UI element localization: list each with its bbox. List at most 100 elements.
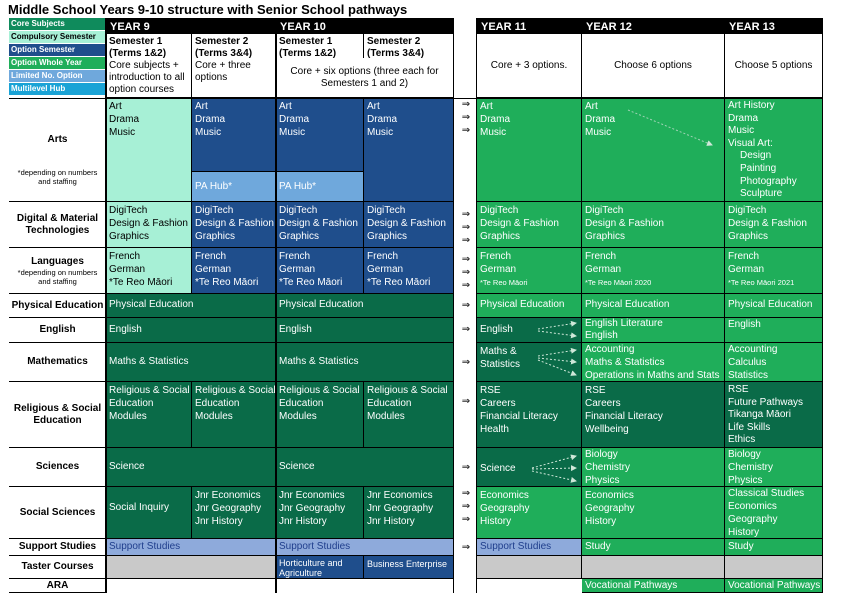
y11-maths: Maths & Statistics bbox=[477, 343, 582, 382]
legend-limited: Limited No. Option bbox=[9, 70, 106, 82]
divider-y11 bbox=[476, 18, 477, 593]
y10-s2-header: Semester 2 (Terms 3&4) bbox=[364, 34, 454, 59]
arrows-lang: ⇒ ⇒ ⇒ bbox=[461, 254, 471, 291]
y12-social: Economics Geography History bbox=[582, 487, 725, 539]
arrow-sci-chem bbox=[531, 465, 577, 472]
y13-science: Biology Chemistry Physics bbox=[725, 448, 823, 487]
y10s1-social: Jnr Economics Jnr Geography Jnr History bbox=[276, 487, 364, 539]
y9s2-lang: French German *Te Reo Māori bbox=[192, 248, 276, 294]
y10s1-lang: French German *Te Reo Māori bbox=[276, 248, 364, 294]
arrow-english: ⇒ bbox=[461, 324, 471, 335]
row-rse: Religious & Social Education bbox=[9, 382, 106, 448]
y10-science: Science bbox=[276, 448, 454, 487]
arrow-sci-bio bbox=[531, 454, 577, 469]
y12-arts: Art Drama Music bbox=[582, 98, 725, 202]
y13-study: Study bbox=[725, 539, 823, 556]
arrows-arts: ⇒ ⇒ ⇒ bbox=[461, 99, 471, 136]
row-support: Support Studies bbox=[9, 539, 106, 556]
arrow-pe: ⇒ bbox=[461, 300, 471, 311]
y12-science: Biology Chemistry Physics bbox=[582, 448, 725, 487]
y10s2-biz: Business Enterprise bbox=[364, 556, 454, 579]
row-social: Social Sciences bbox=[9, 487, 106, 539]
arrow-science: ⇒ bbox=[461, 462, 471, 473]
y9s1-arts: Art Drama Music bbox=[106, 98, 192, 202]
y12-pe: Physical Education bbox=[582, 294, 725, 318]
y11-arts: Art Drama Music bbox=[477, 98, 582, 202]
y10s1-rse: Religious & Social Education Modules bbox=[276, 382, 364, 448]
y10s2-dmt: DigiTech Design & Fashion Graphics bbox=[364, 202, 454, 248]
legend-option-semester: Option Semester bbox=[9, 44, 106, 56]
arrows-social: ⇒ ⇒ ⇒ bbox=[461, 488, 471, 525]
legend-compulsory: Compulsory Semester bbox=[9, 31, 106, 43]
legend-multilevel: Multilevel Hub bbox=[9, 83, 106, 95]
y13-rse: RSE Future Pathways Tikanga Māori Life Skil… bbox=[725, 382, 823, 448]
y910-ara bbox=[106, 579, 454, 593]
y9-english: English bbox=[106, 318, 276, 343]
y10s1-dmt: DigiTech Design & Fashion Graphics bbox=[276, 202, 364, 248]
y10s1-arts: Art Drama Music bbox=[276, 98, 364, 172]
header-year11: YEAR 11 bbox=[477, 18, 582, 34]
divider-y10 bbox=[275, 18, 277, 593]
y11-dmt: DigiTech Design & Fashion Graphics bbox=[477, 202, 582, 248]
y13-social: Classical Studies Economics Geography Histo… bbox=[725, 487, 823, 539]
y9s2-arts: Art Drama Music bbox=[192, 98, 276, 172]
y10s2-social: Jnr Economics Jnr Geography Jnr History bbox=[364, 487, 454, 539]
y12-english: English Literature English bbox=[582, 318, 725, 343]
row-pe: Physical Education bbox=[9, 294, 106, 318]
y10s2-rse: Religious & Social Education Modules bbox=[364, 382, 454, 448]
y12-study: Study bbox=[582, 539, 725, 556]
row-languages: Languages *depending on numbers and staf… bbox=[9, 248, 106, 294]
y10s1-pahub: PA Hub* bbox=[276, 172, 364, 202]
y10-desc: Core + six options (three each for Semes… bbox=[276, 58, 454, 98]
y10s1-hort: Horticulture and Agriculture bbox=[276, 556, 364, 579]
y12-maths: Accounting Maths & Statistics Operations i… bbox=[582, 343, 725, 382]
y12-rse: RSE Careers Financial Literacy Wellbeing bbox=[582, 382, 725, 448]
row-english: English bbox=[9, 318, 106, 343]
y11-lang: French German *Te Reo Māori bbox=[477, 248, 582, 294]
y9-science: Science bbox=[106, 448, 276, 487]
header-year9: YEAR 9 bbox=[106, 18, 276, 34]
y10-s1-header: Semester 1 (Terms 1&2) bbox=[276, 34, 364, 59]
y9s2-social: Jnr Economics Jnr Geography Jnr History bbox=[192, 487, 276, 539]
header-year10: YEAR 10 bbox=[276, 18, 454, 34]
y11-pe: Physical Education bbox=[477, 294, 582, 318]
header-year12: YEAR 12 bbox=[582, 18, 725, 34]
y10s2-arts: Art Drama Music bbox=[364, 98, 454, 202]
arrow-support: ⇒ bbox=[461, 542, 471, 553]
y11-taster bbox=[477, 556, 582, 579]
y13-arts: Art History Drama Music Visual Art: Design… bbox=[725, 98, 823, 202]
y9-s1-header: Semester 1 (Terms 1&2) Core subjects + i… bbox=[106, 34, 192, 98]
y10-maths: Maths & Statistics bbox=[276, 343, 454, 382]
y11-support: Support Studies bbox=[477, 539, 582, 556]
divider-left bbox=[105, 18, 107, 593]
y10s2-lang: French German *Te Reo Māori bbox=[364, 248, 454, 294]
y9s1-lang: French German *Te Reo Māori bbox=[106, 248, 192, 294]
y12-desc: Choose 6 options bbox=[582, 34, 725, 98]
y10-pe: Physical Education bbox=[276, 294, 454, 318]
y12-dmt: DigiTech Design & Fashion Graphics bbox=[582, 202, 725, 248]
y13-english: English bbox=[725, 318, 823, 343]
y11-social: Economics Geography History bbox=[477, 487, 582, 539]
arrow-sci-phys bbox=[531, 470, 577, 483]
row-taster: Taster Courses bbox=[9, 556, 106, 579]
arrows-dmt: ⇒ ⇒ ⇒ bbox=[461, 209, 471, 246]
arrow-maths: ⇒ bbox=[461, 357, 471, 368]
y13-lang: French German *Te Reo Māori 2021 bbox=[725, 248, 823, 294]
y11-science: Science bbox=[477, 448, 582, 487]
arrow-music-visualart bbox=[627, 109, 713, 146]
y10-support: Support Studies bbox=[276, 539, 454, 556]
y11-rse: RSE Careers Financial Literacy Health bbox=[477, 382, 582, 448]
y11-desc: Core + 3 options. bbox=[477, 34, 582, 98]
arrow-maths-acc bbox=[537, 347, 577, 357]
row-maths: Mathematics bbox=[9, 343, 106, 382]
legend-option-whole-year: Option Whole Year bbox=[9, 57, 106, 69]
y11-english: English bbox=[477, 318, 582, 343]
y9s1-dmt: DigiTech Design & Fashion Graphics bbox=[106, 202, 192, 248]
legend-core: Core Subjects bbox=[9, 18, 106, 30]
arrow-rse: ⇒ bbox=[461, 396, 471, 407]
row-sciences: Sciences bbox=[9, 448, 106, 487]
arrow-eng-lit bbox=[537, 320, 577, 330]
y12-taster bbox=[582, 556, 725, 579]
divider-header bbox=[9, 98, 823, 99]
